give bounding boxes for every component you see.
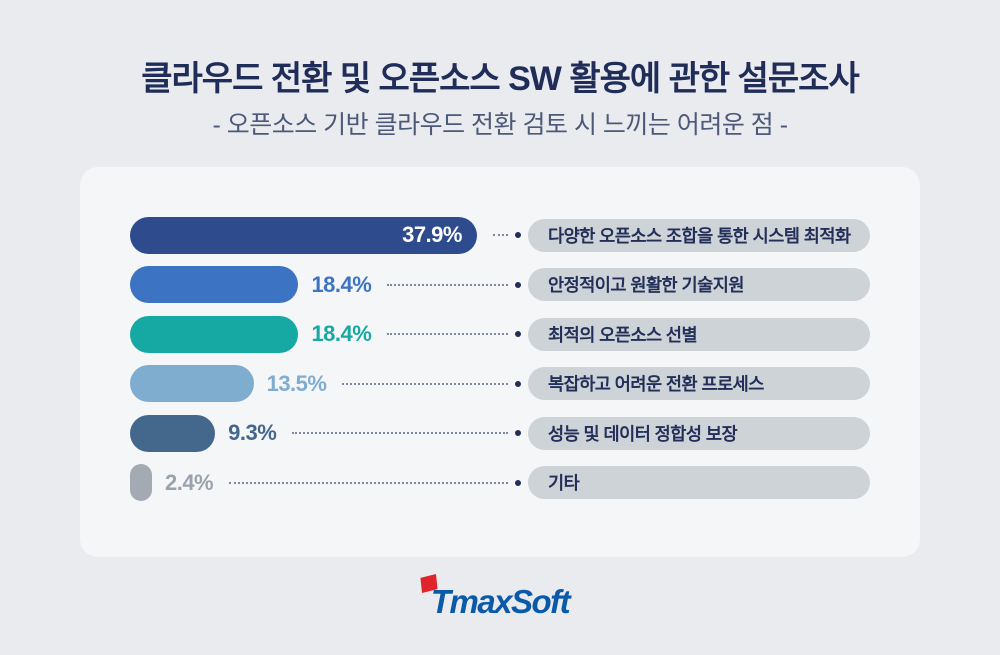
bar	[130, 365, 254, 403]
bar-row: 13.5% 복잡하고 어려운 전환 프로세스	[130, 365, 870, 403]
bar-row: 2.4% 기타	[130, 464, 870, 502]
category-pill: 복잡하고 어려운 전환 프로세스	[528, 367, 870, 401]
leader-line	[492, 234, 508, 237]
footer: TmaxSoft	[0, 573, 1000, 621]
category-label: 성능 및 데이터 정합성 보장	[548, 423, 738, 444]
leader-dot	[515, 479, 521, 486]
leader-dot	[515, 380, 521, 387]
category-label: 안정적이고 원활한 기술지원	[548, 275, 744, 296]
bar-row: 37.9% 다양한 오픈소스 조합을 통한 시스템 최적화	[130, 216, 870, 254]
bar	[130, 414, 216, 452]
bar-row: 9.3% 성능 및 데이터 정합성 보장	[130, 414, 870, 452]
tmaxsoft-logo-mark-icon	[420, 573, 438, 593]
bar	[130, 315, 299, 353]
bar	[130, 464, 152, 502]
page-title: 클라우드 전환 및 오픈소스 SW 활용에 관한 설문조사	[141, 60, 860, 98]
bar-value-label: 37.9%	[402, 222, 462, 248]
category-pill: 성능 및 데이터 정합성 보장	[528, 416, 870, 450]
bar-chart: 37.9% 다양한 오픈소스 조합을 통한 시스템 최적화 18.4% 안정적이고 원…	[130, 216, 870, 502]
leader-line	[387, 283, 508, 286]
bar-row: 18.4% 최적의 오픈소스 선별	[130, 315, 870, 353]
bar-value-label: 2.4%	[164, 469, 214, 495]
category-pill: 안정적이고 원활한 기술지원	[528, 268, 870, 302]
category-pill: 다양한 오픈소스 조합을 통한 시스템 최적화	[528, 218, 870, 252]
leader-line	[229, 481, 508, 484]
category-label: 기타	[548, 473, 580, 494]
bar: 37.9%	[130, 216, 477, 254]
bar-row: 18.4% 안정적이고 원활한 기술지원	[130, 266, 870, 304]
bar-value-label: 18.4%	[311, 321, 372, 347]
leader-line	[342, 382, 508, 385]
leader-dot	[515, 232, 521, 239]
bar	[130, 266, 299, 304]
chart-card: 37.9% 다양한 오픈소스 조합을 통한 시스템 최적화 18.4% 안정적이고 원…	[80, 166, 920, 557]
category-pill: 기타	[528, 466, 870, 500]
page-subtitle: - 오픈소스 기반 클라우드 전환 검토 시 느끼는 어려운 점 -	[212, 111, 788, 140]
category-label: 다양한 오픈소스 조합을 통한 시스템 최적화	[548, 225, 851, 246]
leader-dot	[515, 281, 521, 288]
bar-value-label: 18.4%	[311, 271, 372, 297]
leader-dot	[515, 430, 521, 437]
leader-line	[387, 333, 508, 336]
leader-line	[292, 432, 508, 435]
category-label: 복잡하고 어려운 전환 프로세스	[548, 374, 764, 395]
category-pill: 최적의 오픈소스 선별	[528, 317, 870, 351]
bar-value-label: 13.5%	[266, 370, 327, 396]
category-label: 최적의 오픈소스 선별	[548, 324, 698, 345]
bar-value-label: 9.3%	[228, 420, 277, 446]
tmaxsoft-logo-text: TmaxSoft	[430, 582, 571, 620]
leader-dot	[515, 331, 521, 338]
tmaxsoft-logo: TmaxSoft	[420, 573, 571, 621]
